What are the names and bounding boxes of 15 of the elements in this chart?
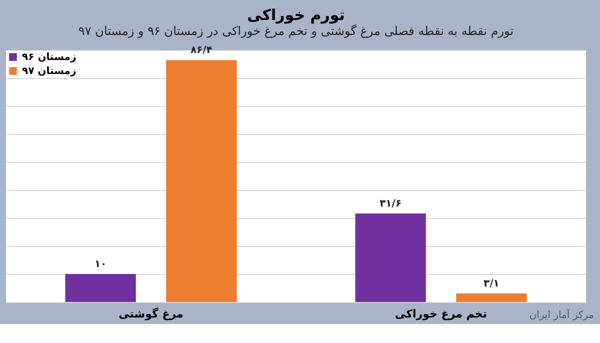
x-tick-label: تخم مرغ خوراکی [395,308,487,320]
bar [355,214,426,302]
x-tick-label: مرغ گوشتی [118,308,184,320]
data-label: ۱۰ [94,259,107,270]
bar [166,60,237,302]
data-label: ۸۶/۴ [190,45,212,56]
legend-label: زمستان ۹۷ [22,66,76,77]
data-label: ۳۱/۶ [380,198,402,210]
data-label: ۳/۱ [484,278,500,290]
legend-label: زمستان ۹۶ [22,52,76,63]
bar [456,293,527,302]
text: مرکز آمار ایران [529,308,594,321]
chart-title: تورم خوراکی [247,6,345,24]
chart-subtitle: تورم نقطه به نقطه فصلی مرغ گوشتی و تخم مرغ خوراکی در زمستان ۹۶ و زمستان ۹۷ [78,24,514,38]
bar [65,274,136,302]
